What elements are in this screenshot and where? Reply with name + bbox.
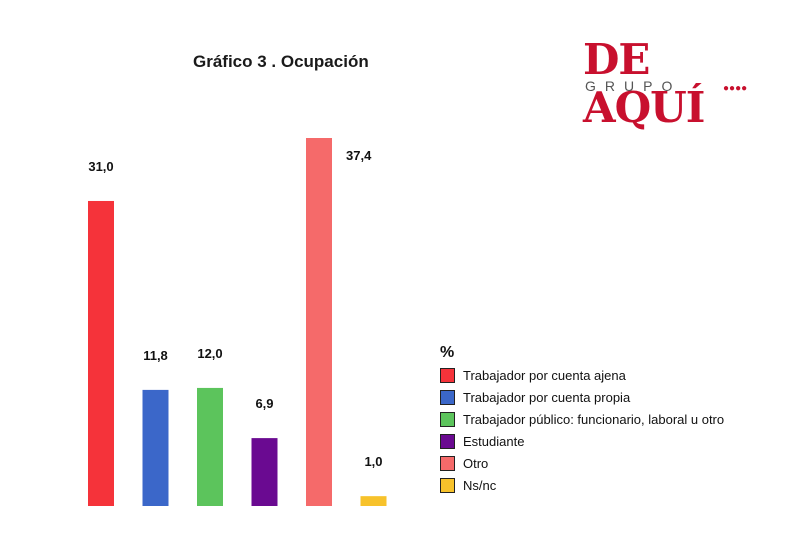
value-label-1: 31,0 [88, 159, 113, 174]
value-labels-group: 31,0 11,8 12,0 6,9 37,4 1,0 [88, 148, 382, 469]
bar-2 [142, 389, 169, 506]
legend-label: Otro [463, 455, 489, 471]
chart-title: Gráfico 3 . Ocupación [193, 52, 369, 71]
legend-label: Trabajador público: funcionario, laboral… [463, 411, 725, 427]
bar-3 [197, 387, 223, 506]
value-label-2: 11,8 [143, 348, 168, 363]
bar-5 [306, 138, 332, 506]
legend-item: Estudiante [440, 430, 724, 452]
legend-label: Trabajador por cuenta propia [463, 389, 631, 405]
legend-swatch [440, 411, 455, 427]
legend-swatch [440, 455, 455, 471]
legend-label: Estudiante [463, 433, 525, 449]
value-label-4: 6,9 [255, 396, 273, 411]
legend-label: Ns/nc [463, 477, 497, 493]
logo-subtitle: GRUPO [585, 78, 682, 94]
legend-swatch [440, 389, 455, 405]
value-label-3: 12,0 [197, 346, 222, 361]
logo-dots-icon: ●●●● [723, 83, 748, 94]
legend-swatch [440, 433, 455, 449]
logo: DE AQUÍ GRUPO ●●●● [583, 36, 768, 132]
legend-swatch [440, 367, 455, 383]
bar-6 [360, 496, 387, 506]
legend-item: Otro [440, 452, 724, 474]
legend-item: Ns/nc [440, 474, 724, 496]
value-label-5: 37,4 [346, 148, 372, 163]
legend-item: Trabajador por cuenta ajena [440, 364, 724, 386]
legend-item: Trabajador por cuenta propia [440, 386, 724, 408]
logo-wordmark: DE AQUÍ [583, 35, 705, 132]
bars-group [88, 138, 387, 506]
bar-1 [88, 200, 114, 506]
legend: % Trabajador por cuenta ajena Trabajador … [440, 344, 724, 496]
legend-title: % [440, 344, 455, 361]
value-label-6: 1,0 [364, 454, 382, 469]
legend-label: Trabajador por cuenta ajena [463, 367, 626, 383]
bar-4 [251, 438, 278, 506]
legend-swatch [440, 477, 455, 493]
legend-item: Trabajador público: funcionario, laboral… [440, 408, 724, 430]
legend-items: Trabajador por cuenta ajena Trabajador po… [440, 364, 724, 496]
